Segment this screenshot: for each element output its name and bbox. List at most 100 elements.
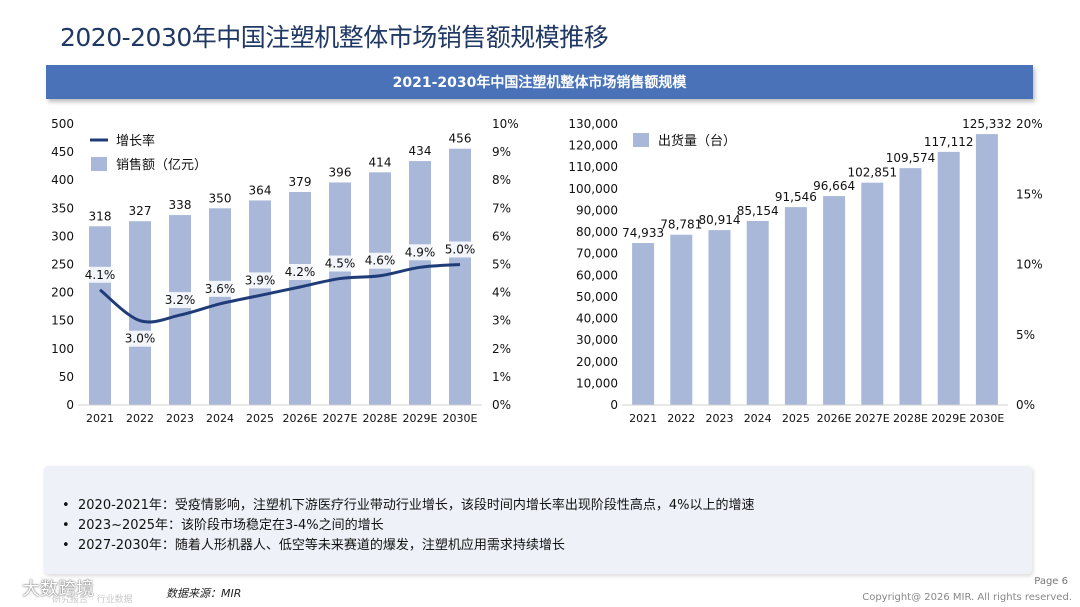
bar-value-label: 338	[169, 198, 192, 212]
bar	[209, 208, 231, 405]
y-axis-tick-label: 0	[66, 398, 74, 412]
y2-axis-tick-label: 4%	[492, 286, 511, 300]
bar-value-label: 434	[409, 144, 432, 158]
x-axis-tick-label: 2030E	[443, 412, 478, 425]
growth-rate-label: 3.6%	[205, 282, 236, 296]
growth-rate-label: 3.2%	[165, 293, 196, 307]
bar-value-label: 414	[369, 155, 392, 169]
y2-axis-tick-label: 5%	[492, 258, 511, 272]
watermark-logo: 大数跨境	[22, 579, 94, 600]
y2-axis-tick-label: 10%	[492, 117, 519, 131]
y-axis-tick-label: 50,000	[576, 290, 618, 304]
notes-box: 2020-2021年：受疫情影响，注塑机下游医疗行业带动行业增长，该段时间内增长…	[44, 466, 1032, 574]
watermark-caption: 研究报告 · 行业数据	[52, 595, 133, 605]
bar	[670, 234, 693, 405]
bar-value-label: 125,332	[962, 117, 1012, 131]
y-axis-tick-label: 400	[51, 173, 74, 187]
bar-value-label: 102,851	[847, 166, 897, 180]
data-source: 数据来源：MIR	[166, 587, 242, 600]
bar	[708, 230, 731, 405]
bar	[746, 220, 769, 405]
bar-value-label: 379	[289, 175, 312, 189]
bar-value-label: 96,664	[813, 179, 855, 193]
growth-rate-label: 4.2%	[285, 265, 316, 279]
growth-rate-line	[99, 263, 461, 324]
y2-axis-tick-label: 2%	[492, 342, 511, 356]
page-number: Page 6	[1034, 576, 1068, 587]
legend-label: 增长率	[116, 133, 155, 149]
bar	[937, 151, 960, 405]
growth-label-bg	[123, 330, 157, 347]
y-axis-tick-label: 60,000	[576, 268, 618, 282]
x-axis-tick-label: 2028E	[893, 412, 928, 425]
y-axis-tick-label: 100,000	[568, 182, 618, 196]
y-axis-tick-label: 500	[51, 117, 74, 131]
y2-axis-tick-label: 0%	[1016, 398, 1035, 412]
bar-value-label: 74,933	[622, 226, 664, 240]
y2-axis-tick-label: 6%	[492, 229, 511, 243]
y-axis-tick-label: 40,000	[576, 312, 618, 326]
bar-value-label: 109,574	[886, 151, 936, 165]
y-axis-tick-label: 130,000	[568, 117, 618, 131]
x-axis-tick-label: 2026E	[817, 412, 852, 425]
legend-bar-swatch	[633, 133, 649, 147]
x-axis-tick-label: 2021	[629, 412, 657, 425]
x-axis-tick-label: 2025	[782, 412, 810, 425]
y-axis-tick-label: 150	[51, 314, 74, 328]
bar	[169, 215, 191, 405]
bar	[129, 221, 151, 405]
x-axis-tick-label: 2025	[246, 412, 274, 425]
page-title: 2020-2030年中国注塑机整体市场销售额规模推移	[60, 23, 609, 52]
growth-rate-label: 4.1%	[85, 268, 116, 282]
x-axis-tick-label: 2029E	[403, 412, 438, 425]
bar	[823, 196, 846, 405]
x-axis-tick-label: 2026E	[283, 412, 318, 425]
y2-axis-tick-label: 7%	[492, 201, 511, 215]
bar-value-label: 350	[209, 191, 232, 205]
bar	[249, 200, 271, 405]
y-axis-tick-label: 120,000	[568, 139, 618, 153]
bar	[329, 182, 351, 405]
y-axis-tick-label: 350	[51, 201, 74, 215]
bar	[89, 226, 111, 405]
growth-rate-label: 3.9%	[245, 273, 276, 287]
y-axis-tick-label: 250	[51, 258, 74, 272]
bar-value-label: 456	[449, 132, 472, 146]
bar	[784, 207, 807, 405]
bar	[289, 192, 311, 405]
growth-rate-label: 4.6%	[365, 254, 396, 268]
bar	[632, 243, 655, 405]
y-axis-tick-label: 110,000	[568, 160, 618, 174]
note-item: 2020-2021年：受疫情影响，注塑机下游医疗行业带动行业增长，该段时间内增长…	[62, 496, 754, 516]
y-axis-tick-label: 80,000	[576, 225, 618, 239]
growth-label-bg	[443, 241, 477, 258]
x-axis-tick-label: 2024	[744, 412, 772, 425]
y-axis-tick-label: 70,000	[576, 247, 618, 261]
bar-value-label: 327	[129, 204, 152, 218]
growth-label-bg	[323, 255, 357, 272]
bar	[449, 148, 471, 405]
copyright: Copyright@ 2026 MIR. All rights reserved…	[862, 592, 1072, 603]
y-axis-tick-label: 30,000	[576, 333, 618, 347]
bar	[861, 182, 884, 405]
growth-rate-label: 4.9%	[405, 245, 436, 259]
growth-label-bg	[83, 266, 117, 283]
bar-value-label: 78,781	[660, 218, 702, 232]
y2-axis-tick-label: 1%	[492, 370, 511, 384]
sales-growth-chart: 0 50 100 150 200 250 300 350 400 450 500 0% 1% 2% 3% 4%…	[51, 117, 519, 425]
legend-bar-swatch	[91, 157, 107, 171]
y-axis-tick-label: 20,000	[576, 355, 618, 369]
bar	[899, 168, 922, 405]
x-axis-tick-label: 2028E	[363, 412, 398, 425]
bar	[975, 134, 998, 405]
bar-value-label: 80,914	[699, 213, 741, 227]
y-axis-tick-label: 450	[51, 145, 74, 159]
growth-rate-label: 5.0%	[445, 243, 476, 257]
y2-axis-tick-label: 5%	[1016, 328, 1035, 342]
x-axis-tick-label: 2024	[206, 412, 234, 425]
bar-value-label: 117,112	[924, 135, 974, 149]
bar-value-label: 91,546	[775, 190, 817, 204]
x-axis-tick-label: 2021	[86, 412, 114, 425]
x-axis-tick-label: 2022	[667, 412, 695, 425]
y-axis-tick-label: 300	[51, 229, 74, 243]
